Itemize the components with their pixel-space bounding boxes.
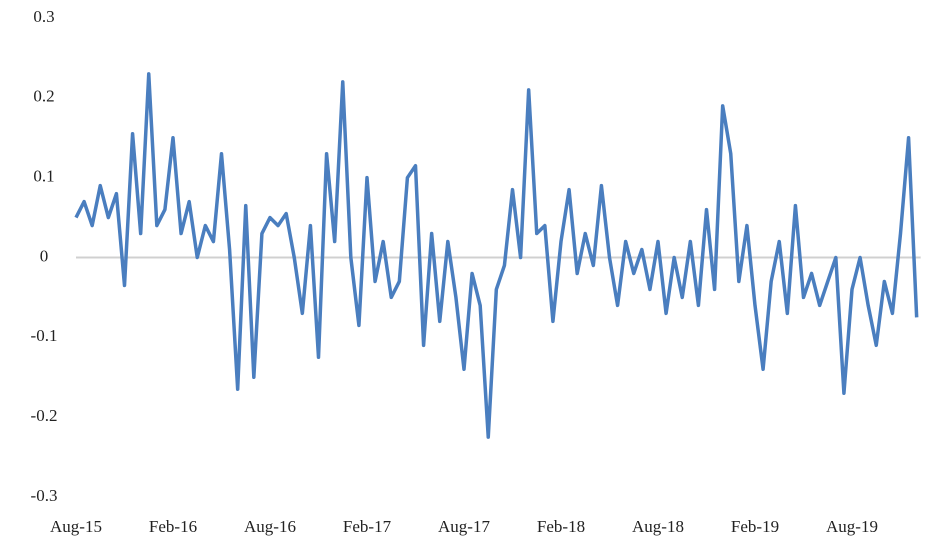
x-tick-label: Feb-16 bbox=[149, 517, 197, 536]
y-tick-label: 0 bbox=[40, 246, 49, 265]
x-tick-label: Feb-17 bbox=[343, 517, 392, 536]
y-tick-label: -0.2 bbox=[31, 406, 58, 425]
data-line bbox=[74, 72, 919, 439]
x-tick-label: Feb-18 bbox=[537, 517, 585, 536]
x-tick-label: Aug-15 bbox=[50, 517, 102, 536]
y-tick-label: 0.2 bbox=[33, 87, 54, 106]
y-tick-label: 0.1 bbox=[33, 167, 54, 186]
x-tick-label: Aug-19 bbox=[826, 517, 878, 536]
x-tick-label: Aug-16 bbox=[244, 517, 296, 536]
y-tick-label: -0.1 bbox=[31, 326, 58, 345]
y-tick-label: -0.3 bbox=[31, 486, 58, 505]
x-tick-label: Feb-19 bbox=[731, 517, 779, 536]
x-tick-label: Aug-18 bbox=[632, 517, 684, 536]
x-tick-label: Aug-17 bbox=[438, 517, 490, 536]
y-tick-label: 0.3 bbox=[33, 7, 54, 26]
